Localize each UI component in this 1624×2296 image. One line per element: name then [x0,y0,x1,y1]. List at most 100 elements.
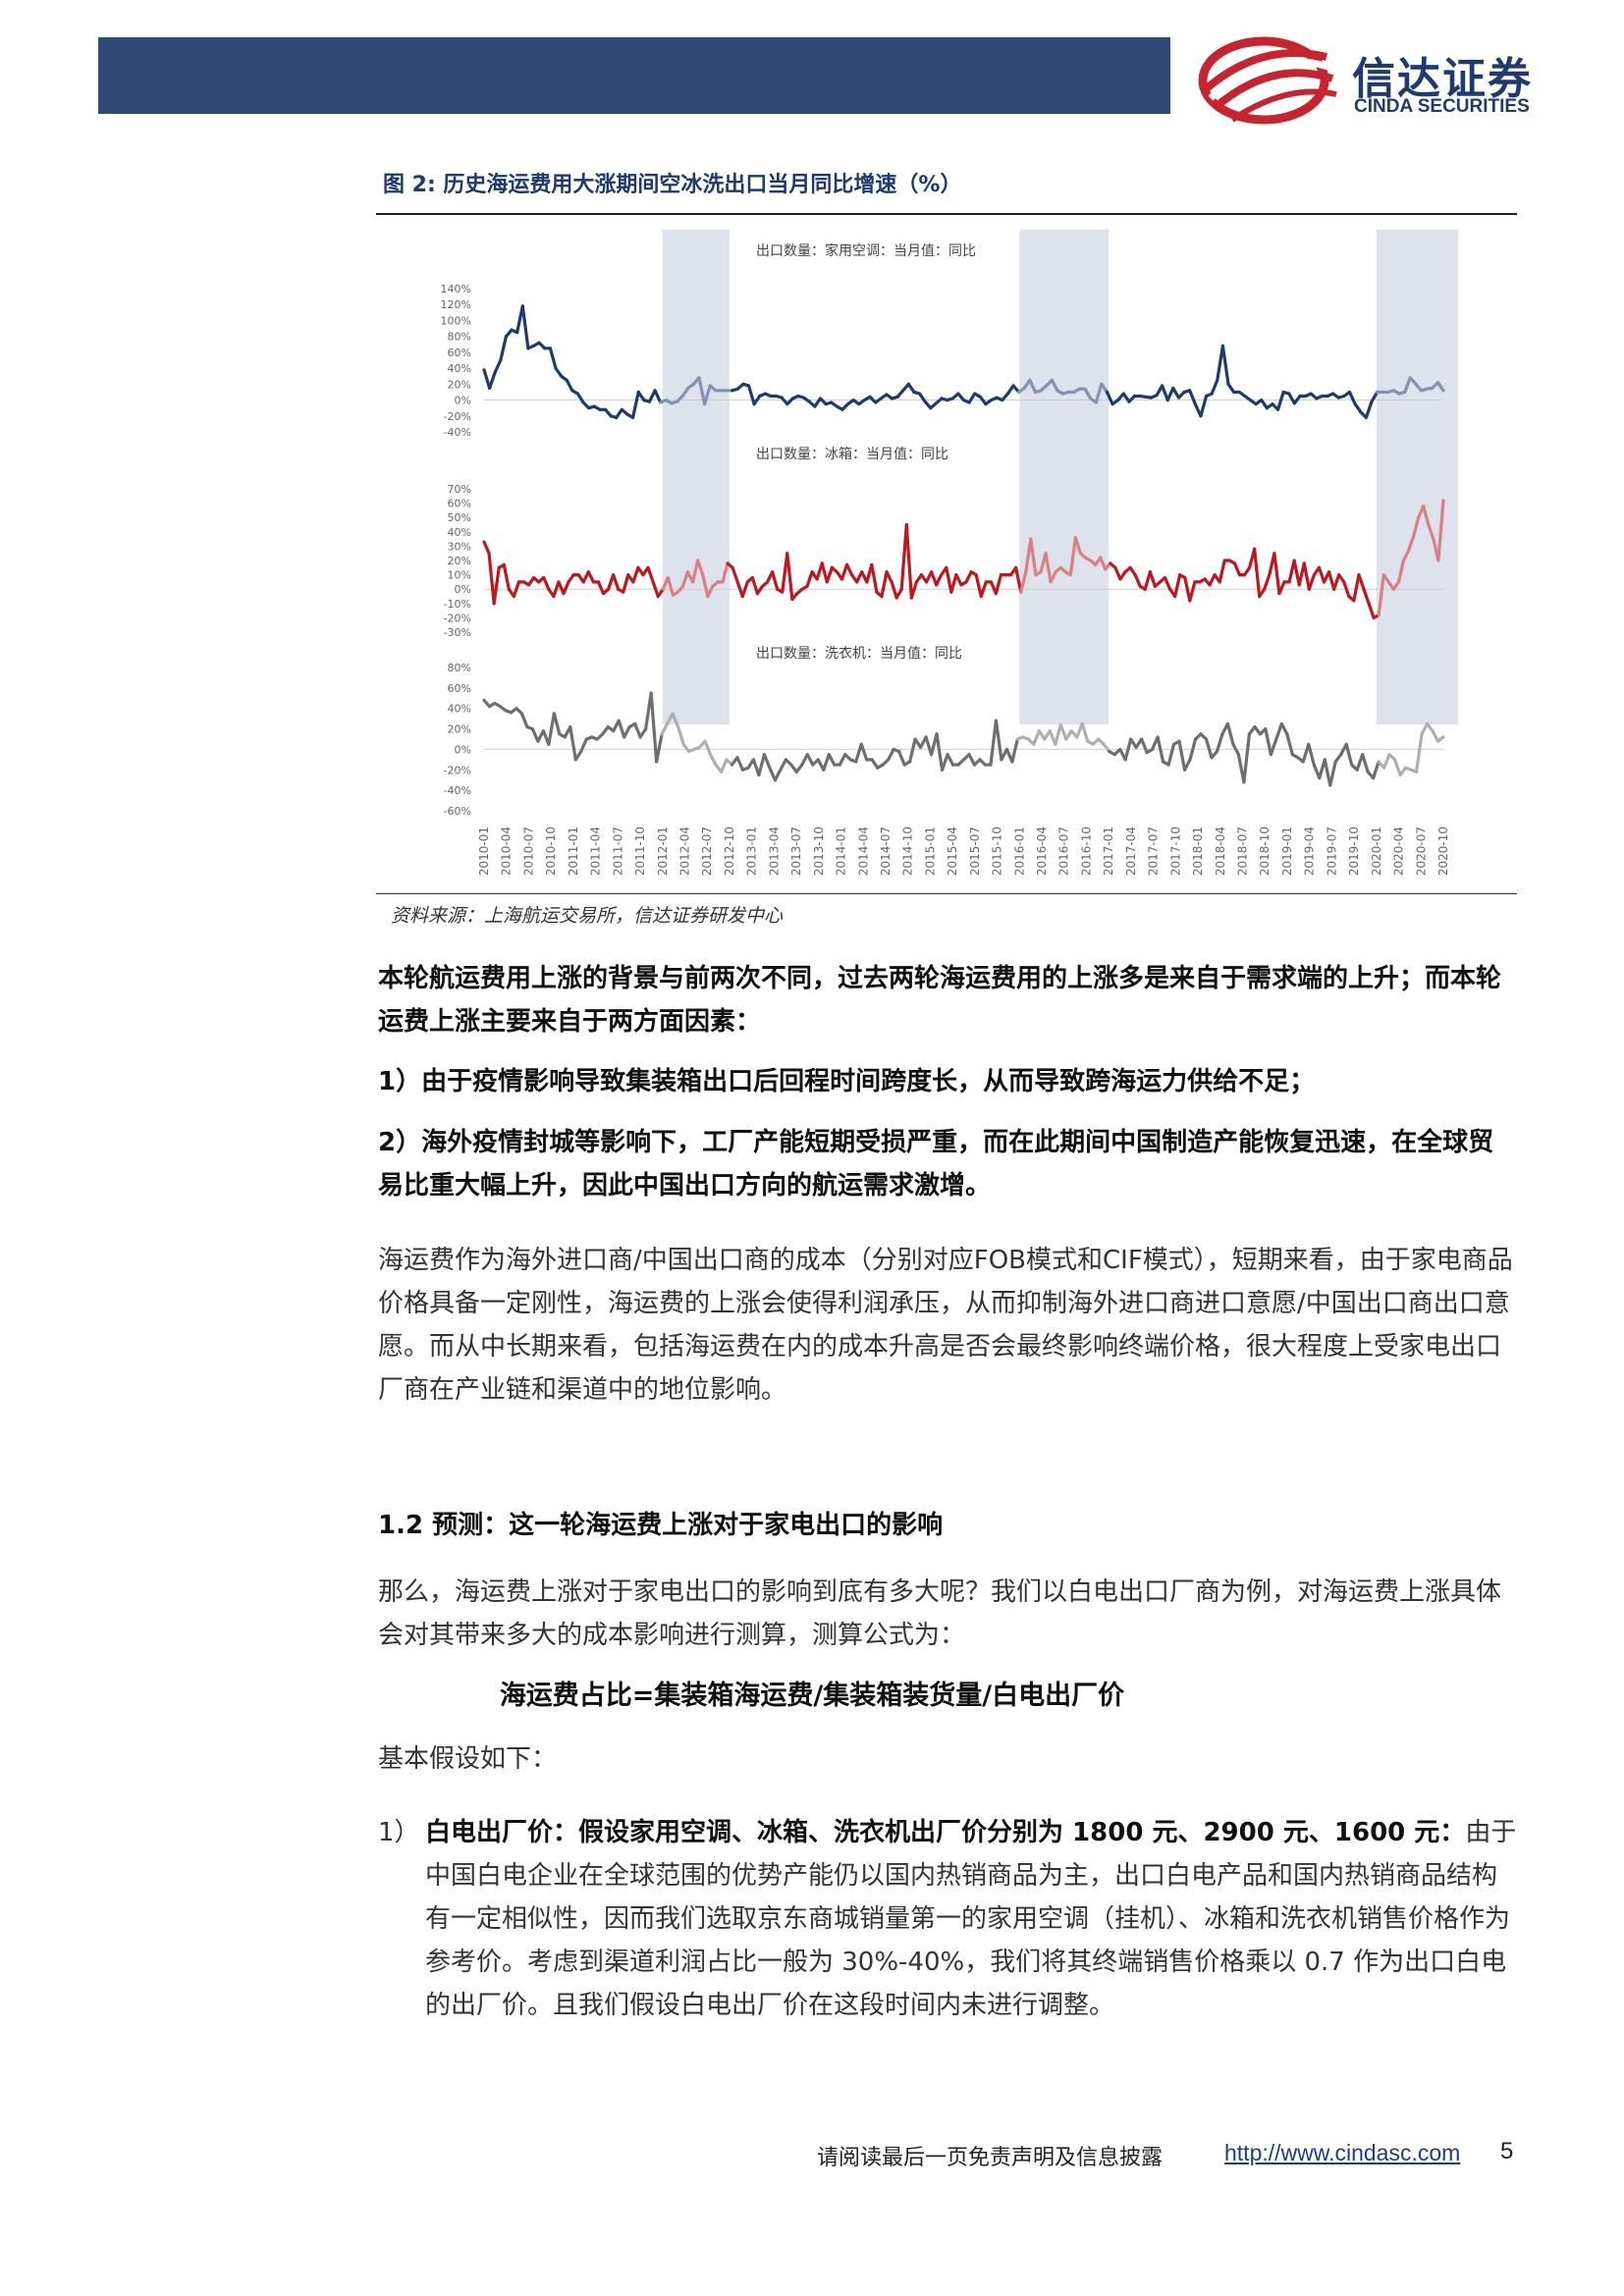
panel-2-series-segment [552,712,562,736]
x-tick-label: 2018-10 [1258,827,1272,876]
panel-0-y-tick: 0% [455,395,471,407]
panel-0-series-segment [631,390,640,419]
panel-2-y-tick: -20% [444,764,471,776]
panel-1-series-segment [979,580,988,599]
x-tick-label: 2013-01 [745,827,759,876]
panel-0-series-segment [1287,392,1296,405]
panel-0-series-segment [1161,384,1169,402]
panel-0-series-segment [813,397,823,408]
panel-1-series-segment [1427,522,1435,541]
list-item-1-text: 由于中国白电企业在全球范围的优势产能仍以国内热销商品为主，出口白电产品和国内热销… [425,1818,1517,2020]
paragraph-4: 海运费作为海外进口商/中国出口商的成本（分别对应FOB模式和CIF模式），短期来… [378,1246,1513,1405]
source-note: 资料来源：上海航运交易所，信达证券研发中心 [391,905,784,927]
panel-2-series-segment [994,719,1003,762]
panel-2-y-tick: 0% [455,743,471,756]
x-tick-label: 2017-04 [1124,827,1138,876]
panel-1-series-segment [820,561,829,584]
panel-2-series-segment [655,732,664,764]
panel-1-series-segment [512,580,521,599]
panel-2-series-segment [1279,721,1289,736]
panel-2-series-segment [1414,732,1424,774]
panel-1-series-segment [929,570,939,587]
panel-0-series-segment [1403,376,1412,395]
panel-1-series-segment [1342,580,1351,599]
panel-1-series-segment [1143,570,1152,591]
footer-disclaimer: 请阅读最后一页免责声明及信息披露 [817,2146,1164,2170]
panel-2-series-segment [870,758,880,770]
panel-0-series-segment [746,384,756,406]
panel-1-series-segment [994,573,1003,596]
panel-1-series-segment [805,570,814,588]
x-tick-label: 2015-10 [991,827,1004,876]
x-tick-label: 2012-07 [700,827,714,876]
panel-1-series-segment [1277,580,1286,596]
x-tick-label: 2014-01 [835,827,848,876]
panel-2-series-segment [897,749,906,767]
panel-0-y-tick: 40% [448,362,471,375]
panel-0-series-segment [554,366,564,378]
panel-2-series-segment [967,753,977,767]
panel-1-series-segment [935,573,944,587]
panel-1-series-segment [701,573,710,599]
shaded-period-1 [1019,230,1110,724]
panel-1-series-segment [482,540,491,556]
panel-2-series-segment [1431,729,1440,743]
panel-2-series-segment [1166,742,1176,767]
panel-1-series-segment [696,559,705,577]
panel-2-series-segment [773,768,783,782]
panel-1-series-segment [1044,552,1053,584]
panel-2-series-segment [1010,737,1019,764]
x-tick-label: 2010-01 [477,827,491,876]
x-tick-label: 2019-01 [1280,827,1294,876]
panel-0-series-segment [1121,392,1131,403]
panel-2-series-segment [1225,721,1235,746]
panel-0-series-segment [1220,344,1230,386]
panel-1-series-segment [706,584,715,599]
panel-1-y-tick: 50% [448,511,471,524]
x-tick-label: 2013-07 [789,827,803,876]
x-tick-label: 2019-10 [1347,827,1361,876]
panel-0-series-segment [1275,390,1285,411]
panel-0-y-tick: 100% [441,314,471,327]
panel-1-series-segment [646,565,655,584]
panel-1-y-tick: 60% [448,498,471,510]
panel-2-series-segment [1140,737,1149,755]
panel-1-series-segment [680,570,690,588]
panel-2-series-segment [1182,758,1192,772]
panel-0-series-segment [1171,386,1181,400]
panel-1-series-segment [954,573,963,587]
logo-chinese-name: 信达证券 [1352,54,1533,104]
panel-2-series-segment [735,756,745,772]
panel-1-series-segment [1099,556,1108,571]
panel-1-series-segment [552,580,561,599]
x-tick-label: 2013-10 [812,827,826,876]
panel-1-series-segment [894,587,903,600]
panel-1-series-segment [885,570,893,584]
panel-1-series-segment [1024,537,1033,574]
panel-2-series-segment [838,753,847,767]
panel-2-series-segment [1204,737,1214,760]
panel-2-series-segment [935,732,945,772]
panel-0-series-segment [1210,378,1219,396]
panel-2-series-segment [623,724,631,739]
panel-1-series-segment [502,562,511,591]
panel-1-series-segment [622,573,630,594]
x-tick-label: 2011-04 [589,827,603,876]
panel-1-series-segment [771,570,780,591]
footer-website-link[interactable]: http://www.cindasc.com [1224,2140,1461,2165]
shaded-period-2 [1376,230,1459,724]
panel-2-series-segment [1054,722,1062,746]
panel-1-series-segment [721,561,730,584]
panel-2-y-tick: 80% [448,662,471,674]
panel-1-series-segment [825,565,834,584]
panel-1-series-segment [945,565,953,594]
panel-1-series-segment [844,562,854,577]
panel-0-series-segment [1105,390,1114,406]
panel-2-series-segment [946,753,955,767]
x-tick-label: 2010-10 [544,827,558,876]
panel-1-series-segment [612,573,621,591]
panel-2-series-segment [1156,735,1165,764]
panel-0-series-segment [906,382,916,395]
panel-0-series-segment [1260,398,1269,410]
x-tick-label: 2011-10 [633,827,647,876]
